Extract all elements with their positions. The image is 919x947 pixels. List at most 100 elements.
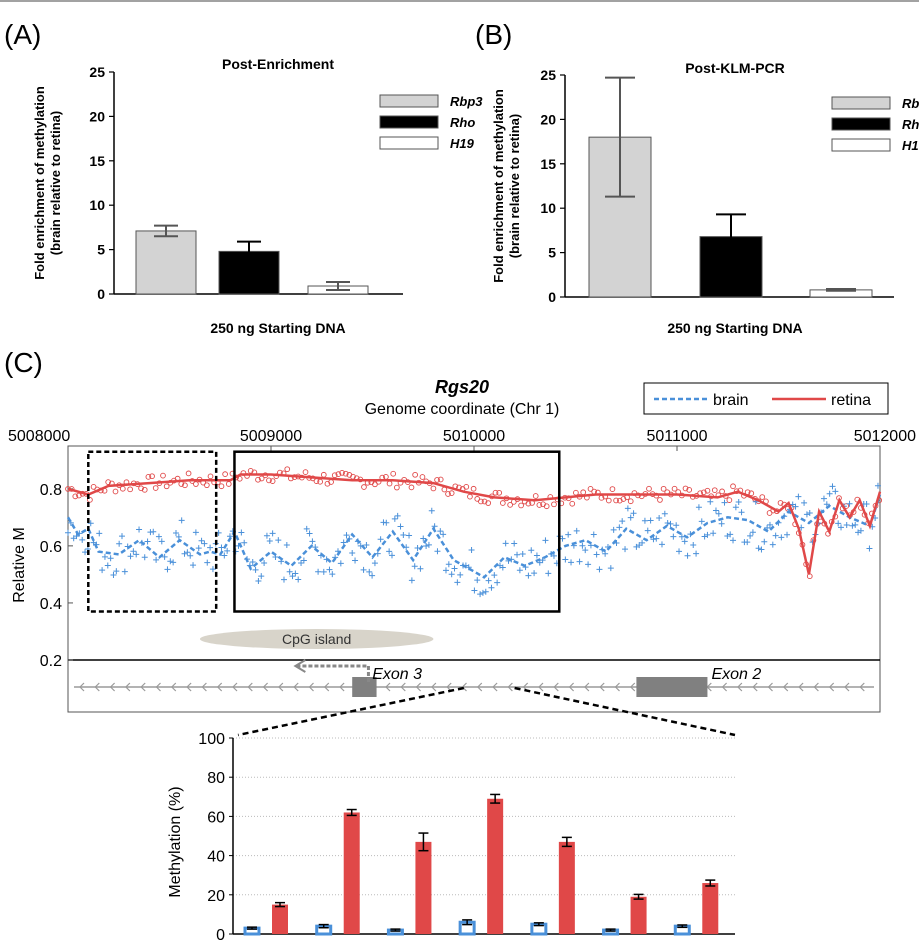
retina-point [317, 478, 323, 485]
panel-c-subtitle: Genome coordinate (Chr 1) [365, 401, 560, 418]
brain-point [164, 566, 171, 573]
brain-point [639, 539, 646, 546]
strand-chevron [568, 682, 575, 692]
retina-errorbar [633, 893, 644, 900]
strand-chevron [278, 682, 284, 692]
brain-point [863, 500, 870, 507]
panel-a-errorbar-h19 [326, 281, 350, 292]
brain-point [528, 547, 535, 554]
panel-b-xlabel: 250 ng Starting DNA [667, 320, 802, 336]
brain-point [113, 568, 120, 575]
strand-chevron [492, 682, 498, 692]
brain-point [315, 568, 322, 575]
brain-point [377, 536, 384, 543]
retina-errorbar [561, 836, 572, 848]
retina-point [613, 497, 619, 504]
brain-errorbar [462, 919, 473, 926]
strand-chevron [415, 682, 422, 692]
retina-point [163, 483, 170, 490]
brain-point [710, 530, 717, 537]
panel-b-legend-swatch-rbp3 [831, 96, 891, 110]
brain-point [99, 567, 106, 574]
brain-point [408, 577, 415, 584]
panel-b-ytick-label-5: 25 [540, 67, 556, 83]
retina-point [525, 500, 532, 507]
brain-point [647, 517, 654, 524]
brain-point [369, 572, 376, 579]
retina-point [605, 497, 612, 504]
strand-chevron [584, 682, 590, 692]
brain-point [320, 568, 327, 575]
brain-point [735, 499, 742, 506]
brain-point [826, 490, 833, 497]
retina-point [543, 503, 550, 510]
brain-point [477, 591, 484, 598]
brain-point [303, 525, 310, 532]
panel-c-letter: (C) [4, 347, 43, 378]
retina-point [335, 471, 342, 478]
retina-point [105, 479, 112, 485]
brain-point [150, 528, 157, 535]
brain-point [522, 564, 529, 571]
strand-chevron [400, 682, 406, 692]
panel-a-title: Post-Enrichment [222, 56, 334, 72]
retina-point [160, 472, 166, 479]
retina-point [496, 489, 503, 496]
panel-b-legend-swatch-h19 [831, 138, 891, 152]
strand-chevron [798, 682, 804, 692]
retina-point [587, 486, 594, 492]
brain-point [391, 515, 398, 522]
brain-point [744, 539, 751, 546]
panel-d-ytick-label-1: 20 [207, 888, 225, 905]
retina-point [222, 471, 228, 478]
brain-point [673, 522, 680, 529]
panel-b-legend-label-rbp3: Rbp3 [902, 96, 919, 111]
panel-c-ytick-label-0: 0.2 [40, 653, 62, 670]
retina-point [569, 500, 576, 507]
brain-point [769, 541, 776, 548]
retina-point [726, 497, 733, 503]
brain-point [622, 546, 629, 553]
brain-point [619, 518, 626, 525]
brain-point [585, 561, 592, 568]
retina-point [386, 480, 393, 487]
panel-d-ytick-label-0: 0 [216, 927, 225, 944]
brain-point [383, 519, 390, 526]
panel-b-plot: 0 5 10 15 20 25 Rbp3 Rho H19 [540, 67, 919, 305]
panel-a-bar-rbp3 [135, 230, 197, 295]
panel-a-legend-label-h19: H19 [450, 136, 475, 151]
brain-point [457, 571, 464, 578]
brain-point [820, 495, 827, 502]
brain-point [579, 542, 586, 549]
panel-b-ytick-label-3: 15 [540, 156, 556, 172]
brain-point [630, 510, 637, 517]
brain-point [65, 529, 71, 536]
brain-point [693, 550, 700, 557]
brain-point [167, 558, 174, 565]
strand-chevron [201, 682, 207, 692]
brain-point [644, 527, 651, 534]
brain-point [562, 556, 569, 563]
brain-point [684, 552, 691, 559]
retina-point [580, 489, 587, 496]
brain-point [337, 560, 344, 567]
brain-point [363, 541, 370, 548]
retina-point [302, 469, 309, 475]
brain-point [857, 527, 864, 534]
strand-chevron [262, 682, 269, 692]
strand-chevron [109, 682, 116, 692]
retina-point [185, 470, 192, 477]
panel-c-xtick-label-3: 5011000 [646, 428, 707, 445]
brain-point [590, 531, 597, 538]
retina-point [331, 472, 338, 479]
panel-a-ytick-label-1: 5 [97, 242, 105, 258]
panel-d-plot: 0 20 40 60 80 100 [198, 731, 735, 944]
panel-c-xtick-label-0: 5008000 [8, 428, 70, 445]
strand-chevron [538, 682, 544, 692]
retina-point [138, 485, 144, 492]
retina-point [145, 474, 152, 480]
panel-b-legend-label-rho: Rho [902, 117, 919, 132]
exon-label-2: Exon 2 [711, 666, 761, 683]
retina-point [204, 482, 210, 489]
brain-point [172, 530, 179, 537]
